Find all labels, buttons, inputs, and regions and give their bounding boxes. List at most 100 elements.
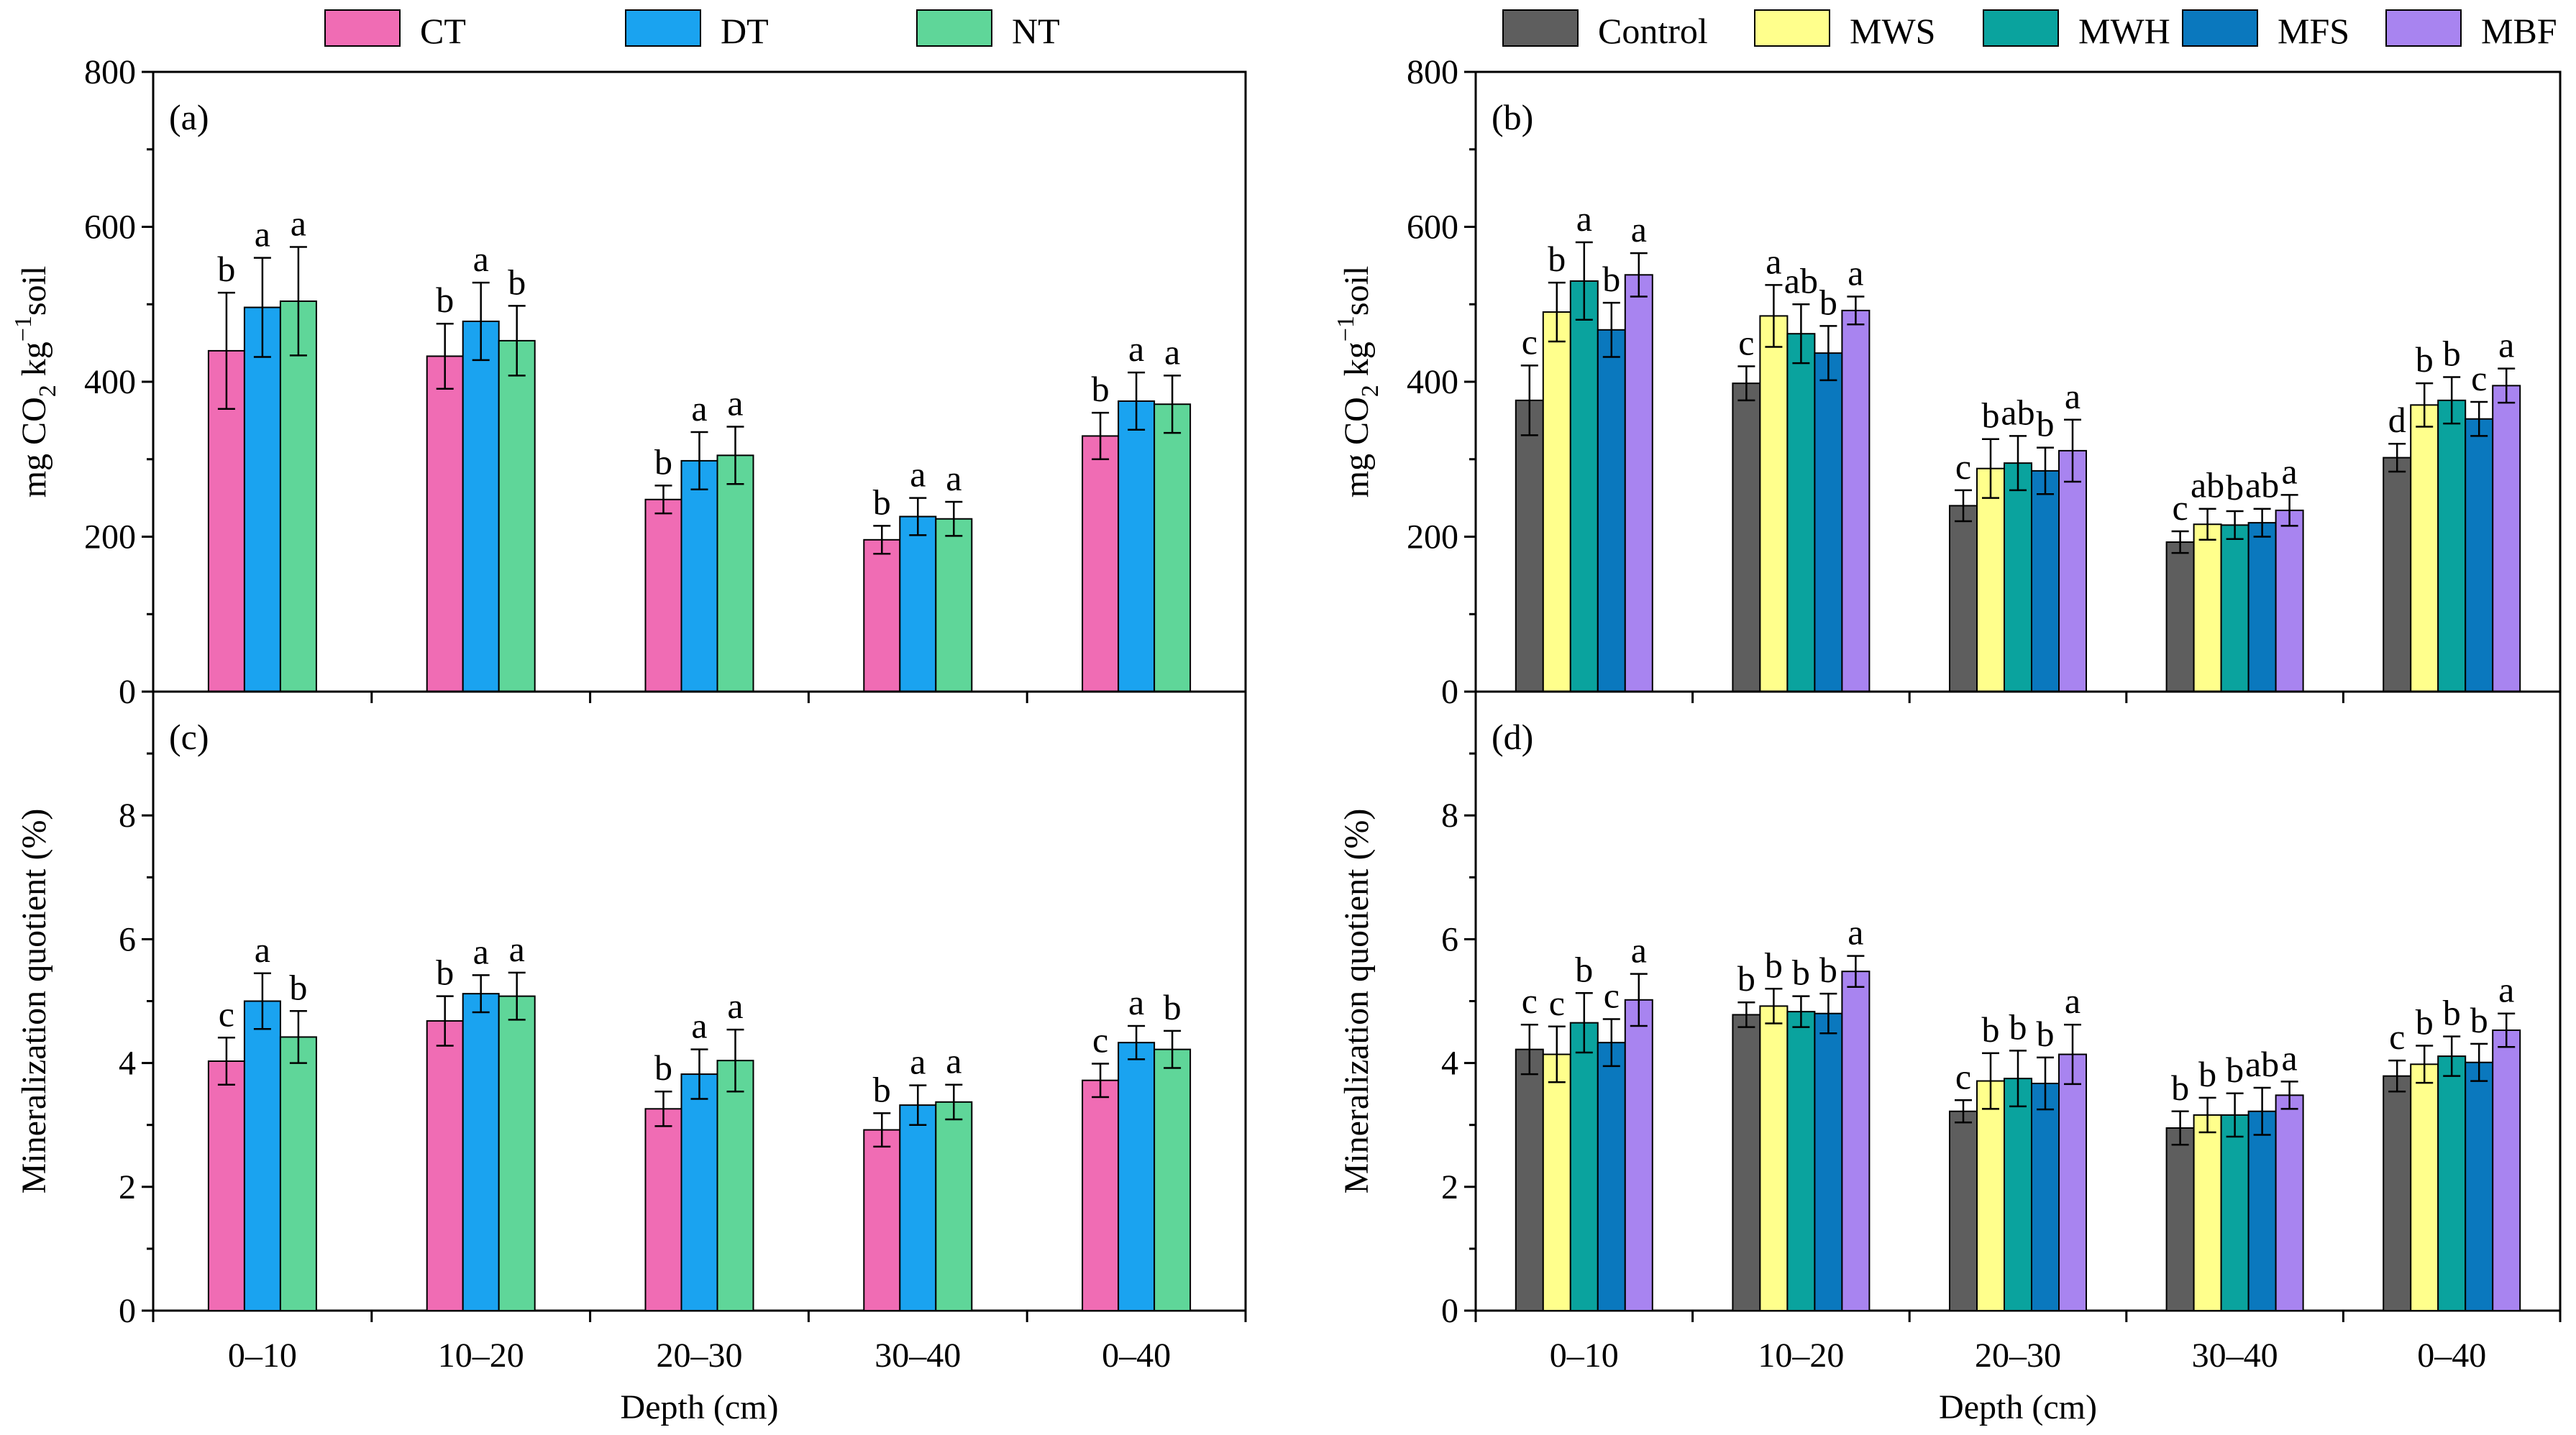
- significance-letter: b: [289, 967, 307, 1007]
- significance-letter: ab: [2245, 465, 2279, 505]
- significance-letter: a: [1576, 198, 1592, 239]
- legend-label-dt: DT: [721, 11, 769, 51]
- significance-letter: b: [1092, 369, 1110, 409]
- y-axis-title-part: soil: [15, 266, 53, 316]
- bar-mws: [2193, 523, 2222, 693]
- bar-dt: [680, 1073, 718, 1312]
- bar-control: [1949, 1110, 1978, 1312]
- significance-letter: b: [873, 482, 891, 522]
- significance-letter: a: [2065, 376, 2081, 416]
- significance-letter: c: [1738, 322, 1754, 362]
- significance-letter: b: [436, 280, 454, 320]
- bar-mbf: [1624, 274, 1653, 692]
- panel-label: (d): [1492, 717, 1533, 757]
- x-tick-label: 0–10: [228, 1337, 297, 1375]
- significance-letter: b: [2171, 1068, 2189, 1108]
- bar-mwh: [1569, 280, 1599, 692]
- bar-control: [2383, 1075, 2412, 1312]
- significance-letter: a: [727, 382, 743, 423]
- legend-label-nt: NT: [1012, 11, 1060, 51]
- x-tick-label: 0–40: [1102, 1337, 1171, 1375]
- significance-letter: a: [691, 1006, 707, 1046]
- y-axis-title-part: soil: [1338, 266, 1376, 316]
- significance-letter: a: [1847, 252, 1863, 293]
- bar-mfs: [2247, 1110, 2277, 1312]
- y-axis-title-sub: 2: [1357, 385, 1384, 397]
- significance-letter: b: [1792, 953, 1810, 993]
- legend-label-control: Control: [1598, 11, 1708, 51]
- bar-mwh: [2220, 524, 2250, 693]
- bar-mbf: [1841, 309, 1871, 692]
- legend-right: Control MWS MWH MFS MBF: [1502, 9, 2557, 51]
- significance-letter: b: [1575, 949, 1593, 989]
- significance-letter: b: [2470, 1000, 2488, 1040]
- bar-ct: [1082, 1079, 1120, 1311]
- legend-label-mws: MWS: [1850, 11, 1935, 51]
- bar-control: [2383, 457, 2412, 692]
- bar-nt: [1154, 1048, 1192, 1311]
- y-tick-label: 2: [1441, 1168, 1458, 1206]
- y-tick-label: 6: [119, 920, 136, 958]
- significance-letter: a: [727, 986, 743, 1026]
- y-tick-label: 8: [119, 797, 136, 835]
- y-tick-label: 0: [1441, 673, 1458, 711]
- bar-dt: [1118, 400, 1156, 692]
- x-tick-label: 20–30: [1975, 1337, 2061, 1375]
- y-tick-label: 0: [119, 673, 136, 711]
- y-axis-title-sup: −1: [10, 316, 37, 341]
- y-tick-label: 8: [1441, 797, 1458, 835]
- significance-letter: a: [910, 1042, 926, 1082]
- bar-mbf: [2275, 509, 2304, 692]
- bar-mbf: [2492, 1029, 2521, 1312]
- significance-letter: b: [2226, 467, 2244, 508]
- bar-mbf: [2275, 1094, 2304, 1311]
- bar-mfs: [1597, 1042, 1626, 1311]
- bar-control: [1732, 382, 1761, 693]
- significance-letter: a: [2281, 1037, 2297, 1078]
- bar-mwh: [2220, 1114, 2250, 1311]
- significance-letter: b: [1548, 239, 1566, 279]
- y-axis-title: mg CO2 kg−1soil: [1333, 266, 1384, 498]
- x-tick-label: 10–20: [1758, 1337, 1844, 1375]
- bar-ct: [863, 1129, 901, 1312]
- significance-letter: a: [2498, 970, 2514, 1010]
- bar-mwh: [2004, 462, 2032, 692]
- significance-letter: b: [1982, 395, 2000, 436]
- bar-mws: [1759, 315, 1789, 693]
- bar-mfs: [1597, 329, 1626, 692]
- legend-left: CT DT NT: [324, 9, 1060, 51]
- significance-letter: b: [1737, 958, 1755, 999]
- significance-letter: b: [2037, 404, 2055, 444]
- bar-nt: [498, 339, 536, 692]
- significance-letter: a: [691, 388, 707, 428]
- x-tick-label: 30–40: [874, 1337, 961, 1375]
- bar-control: [1515, 399, 1544, 692]
- bar-mwh: [2437, 399, 2467, 692]
- significance-letter: a: [946, 458, 962, 498]
- significance-letter: b: [1602, 259, 1620, 299]
- significance-letter: ab: [2191, 465, 2224, 505]
- significance-letter: b: [1819, 282, 1837, 322]
- legend-swatch-ct: [324, 9, 401, 47]
- legend-swatch-mws: [1754, 9, 1830, 47]
- significance-letter: c: [2471, 358, 2487, 398]
- bar-nt: [279, 300, 317, 692]
- legend-label-mwh: MWH: [2078, 11, 2170, 51]
- significance-letter: a: [2065, 981, 2081, 1021]
- significance-letter: a: [1164, 331, 1180, 372]
- bar-mbf: [2058, 449, 2087, 693]
- y-tick-label: 4: [1441, 1045, 1458, 1083]
- y-tick-label: 400: [1407, 363, 1458, 401]
- bar-ct: [426, 355, 464, 692]
- significance-letter: c: [1955, 1056, 1971, 1096]
- y-axis-title-part: mg CO: [1338, 397, 1376, 498]
- significance-letter: ab: [2001, 392, 2034, 432]
- significance-letter: b: [873, 1069, 891, 1109]
- bar-mws: [1542, 1053, 1571, 1312]
- y-tick-label: 200: [1407, 518, 1458, 556]
- x-tick-label: 0–10: [1550, 1337, 1619, 1375]
- significance-letter: b: [436, 953, 454, 993]
- bar-dt: [680, 459, 718, 693]
